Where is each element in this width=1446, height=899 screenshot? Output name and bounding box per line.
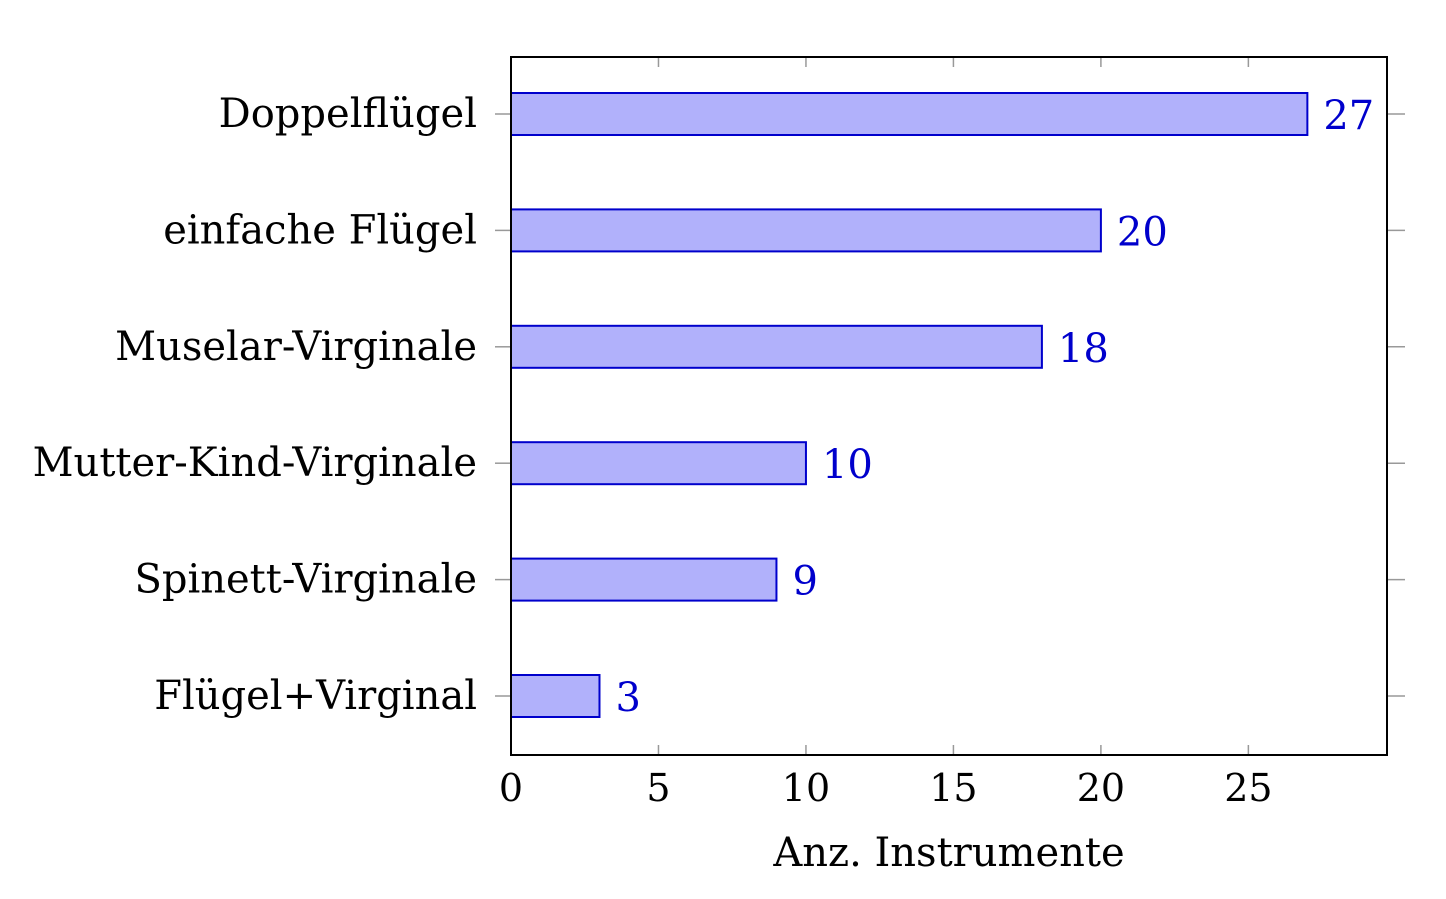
data-label: 20 — [1117, 209, 1168, 255]
x-tick-label: 15 — [929, 766, 977, 810]
bar — [510, 92, 1309, 136]
bar — [510, 557, 778, 602]
bar — [510, 674, 601, 718]
x-axis-title: Anz. Instrumente — [772, 830, 1124, 876]
category-label: Doppelflügel — [219, 91, 477, 137]
data-label: 3 — [615, 675, 640, 721]
data-label: 18 — [1058, 326, 1109, 372]
bar — [510, 324, 1043, 369]
category-label: Spinett-Virginale — [134, 557, 477, 603]
x-tick-label: 0 — [499, 766, 523, 810]
data-label: 27 — [1323, 93, 1374, 139]
category-label: Mutter-Kind-Virginale — [33, 440, 477, 486]
x-tick-label: 10 — [782, 766, 830, 810]
bar — [510, 208, 1102, 253]
bar — [510, 441, 807, 486]
plot-frame — [510, 56, 1388, 756]
marks-layer: 0 5 10 15 20 25 Doppelflügel 27 einfache Flügel 2… — [33, 57, 1405, 810]
category-label: einfache Flügel — [163, 207, 477, 253]
category-label: Muselar-Virginale — [115, 324, 477, 370]
data-label: 9 — [792, 559, 817, 605]
x-tick-label: 20 — [1077, 766, 1125, 810]
x-tick-label: 25 — [1224, 766, 1272, 810]
data-label: 10 — [822, 442, 873, 488]
x-tick-label: 5 — [646, 766, 670, 810]
category-label: Flügel+Virginal — [154, 673, 477, 719]
